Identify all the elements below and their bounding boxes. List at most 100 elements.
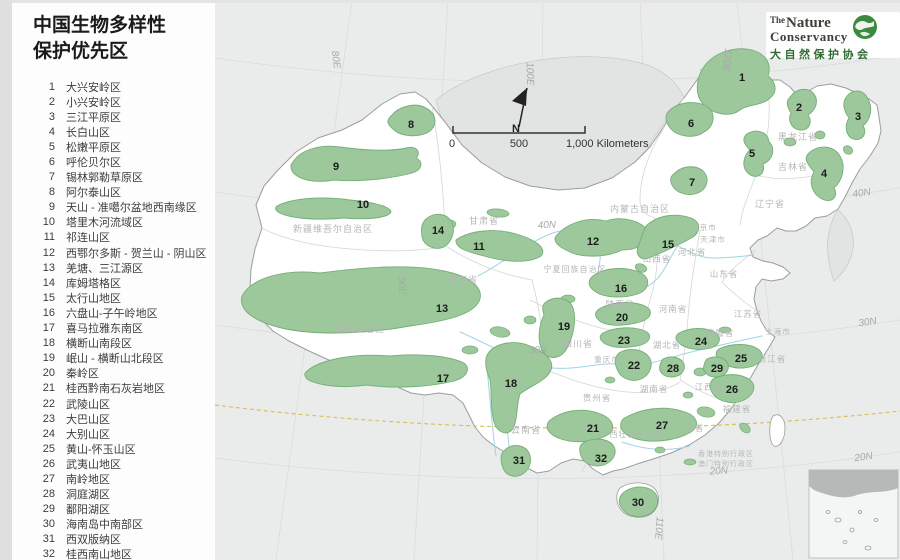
region-number-13: 13 bbox=[436, 303, 448, 315]
region-number-8: 8 bbox=[408, 119, 414, 131]
legend-item-number: 6 bbox=[48, 156, 55, 169]
region-number-2: 2 bbox=[796, 102, 802, 114]
legend-item: 8 阿尔泰山区 bbox=[33, 185, 215, 200]
legend-item: 11 祁连山区 bbox=[33, 230, 215, 245]
legend-item-name: 武陵山区 bbox=[66, 398, 110, 411]
legend-item-name: 三江平原区 bbox=[66, 111, 121, 124]
legend-item-name: 六盘山-子午岭地区 bbox=[66, 307, 158, 320]
inset-island bbox=[858, 510, 862, 514]
region-patch-19 bbox=[538, 297, 576, 358]
legend-item-name: 秦岭区 bbox=[66, 368, 99, 381]
region-number-29: 29 bbox=[711, 363, 723, 375]
river bbox=[486, 367, 497, 457]
legend-item: 19 岷山 - 横断山北段区 bbox=[33, 351, 215, 366]
legend-item-name: 塔里木河流域区 bbox=[66, 217, 143, 230]
legend-item-name: 黄山-怀玉山区 bbox=[66, 443, 136, 456]
province-label: 宁夏回族自治区 bbox=[544, 264, 607, 274]
legend-item-name: 库姆塔格区 bbox=[66, 277, 121, 290]
priority-area-patch bbox=[654, 446, 666, 454]
province-label: 香港特别行政区 bbox=[698, 449, 754, 458]
region-patch-18 bbox=[485, 342, 553, 434]
province-label: 安徽省 bbox=[706, 328, 735, 338]
legend-item: 10 塔里木河流域区 bbox=[33, 215, 215, 230]
scale-bar-label: 500 bbox=[510, 138, 528, 150]
region-patch-26 bbox=[709, 374, 755, 403]
legend-item: 17 喜马拉雅东南区 bbox=[33, 321, 215, 336]
province-label: 北京市 bbox=[691, 222, 717, 232]
province-label: 甘肃省 bbox=[469, 215, 499, 226]
logo-chinese-name: 大自然保护协会 bbox=[770, 49, 872, 61]
region-number-16: 16 bbox=[615, 283, 627, 295]
region-number-30: 30 bbox=[632, 497, 644, 509]
region-number-9: 9 bbox=[333, 161, 339, 173]
legend-item-name: 海南岛中南部区 bbox=[66, 519, 143, 532]
region-number-18: 18 bbox=[505, 378, 517, 390]
graticule-label: 80E bbox=[329, 50, 342, 69]
province-label: 江苏省 bbox=[734, 309, 763, 319]
legend-item-number: 31 bbox=[42, 533, 55, 546]
inset-island bbox=[849, 527, 855, 533]
legend-item: 18 横断山南段区 bbox=[33, 336, 215, 351]
province-label: 黑龙江省 bbox=[778, 131, 818, 142]
legend-item: 21 桂西黔南石灰岩地区 bbox=[33, 381, 215, 396]
province-label: 陕西省 bbox=[606, 299, 635, 309]
legend-item-name: 太行山地区 bbox=[66, 292, 121, 305]
legend-item-number: 18 bbox=[42, 337, 55, 350]
region-patch-11 bbox=[455, 230, 544, 262]
legend-item: 7 锡林郭勒草原区 bbox=[33, 170, 215, 185]
region-number-26: 26 bbox=[726, 384, 738, 396]
region-number-6: 6 bbox=[688, 118, 694, 130]
region-number-5: 5 bbox=[749, 148, 755, 160]
inset-island bbox=[834, 517, 842, 523]
legend-item-name: 横断山南段区 bbox=[66, 338, 132, 351]
island-outline bbox=[769, 414, 786, 447]
region-patch-29 bbox=[703, 356, 729, 378]
legend-item-name: 桂西南山地区 bbox=[66, 549, 132, 560]
region-number-24: 24 bbox=[695, 336, 708, 348]
legend-item-number: 21 bbox=[42, 382, 55, 395]
inset-island bbox=[842, 540, 848, 544]
legend-item: 5 松嫩平原区 bbox=[33, 139, 215, 154]
logo-the: The bbox=[770, 15, 786, 25]
region-patch-15 bbox=[636, 214, 700, 260]
legend-item-name: 西鄂尔多斯 - 贺兰山 - 阴山区 bbox=[66, 247, 207, 260]
legend-item-number: 10 bbox=[42, 216, 55, 229]
legend-item: 29 鄱阳湖区 bbox=[33, 502, 215, 517]
north-arrow-flag bbox=[512, 88, 527, 106]
logo-name-line2: Conservancy bbox=[770, 29, 848, 44]
legend-item-name: 南岭地区 bbox=[66, 473, 110, 486]
priority-area-patch bbox=[696, 406, 716, 418]
legend-item: 1 大兴安岭区 bbox=[33, 79, 215, 94]
region-number-20: 20 bbox=[616, 312, 628, 324]
graticule-label: 100E bbox=[524, 62, 536, 86]
priority-area-patch bbox=[682, 391, 694, 399]
region-number-22: 22 bbox=[628, 360, 640, 372]
legend-list: 1 大兴安岭区 2 小兴安岭区 3 三江平原区 4 长白山区 5 松嫩平原区 6 呼伦贝尔区 7 锡林郭勒… bbox=[33, 79, 215, 560]
region-patch-32 bbox=[579, 438, 616, 467]
logo-wordmark: TheNature Conservancy bbox=[770, 14, 848, 43]
region-patch-3 bbox=[843, 90, 872, 141]
priority-area-patch bbox=[489, 326, 511, 338]
region-number-28: 28 bbox=[667, 363, 679, 375]
region-number-25: 25 bbox=[735, 353, 747, 365]
legend-item-name: 天山 - 准噶尔盆地西南缘区 bbox=[66, 202, 197, 215]
province-label: 山西省 bbox=[643, 254, 672, 264]
legend-item-number: 20 bbox=[42, 367, 55, 380]
region-patch-24 bbox=[675, 328, 720, 350]
region-number-31: 31 bbox=[513, 455, 525, 467]
region-number-11: 11 bbox=[473, 241, 485, 253]
region-patch-5 bbox=[743, 130, 774, 177]
legend-item-name: 锡林郭勒草原区 bbox=[66, 172, 143, 185]
graticule-label: 20N bbox=[708, 465, 729, 477]
province-label: 河北省 bbox=[678, 247, 707, 257]
legend-item-name: 羌塘、三江源区 bbox=[66, 262, 143, 275]
legend-item-name: 洞庭湖区 bbox=[66, 489, 110, 502]
graticule-label: 30N bbox=[858, 316, 878, 330]
region-number-27: 27 bbox=[656, 420, 668, 432]
logo-name-line1: Nature bbox=[786, 15, 831, 31]
region-patch-22 bbox=[614, 349, 652, 381]
region-number-32: 32 bbox=[595, 453, 607, 465]
legend-item-number: 13 bbox=[42, 261, 55, 274]
region-number-23: 23 bbox=[618, 335, 630, 347]
region-patch-4 bbox=[805, 146, 844, 201]
